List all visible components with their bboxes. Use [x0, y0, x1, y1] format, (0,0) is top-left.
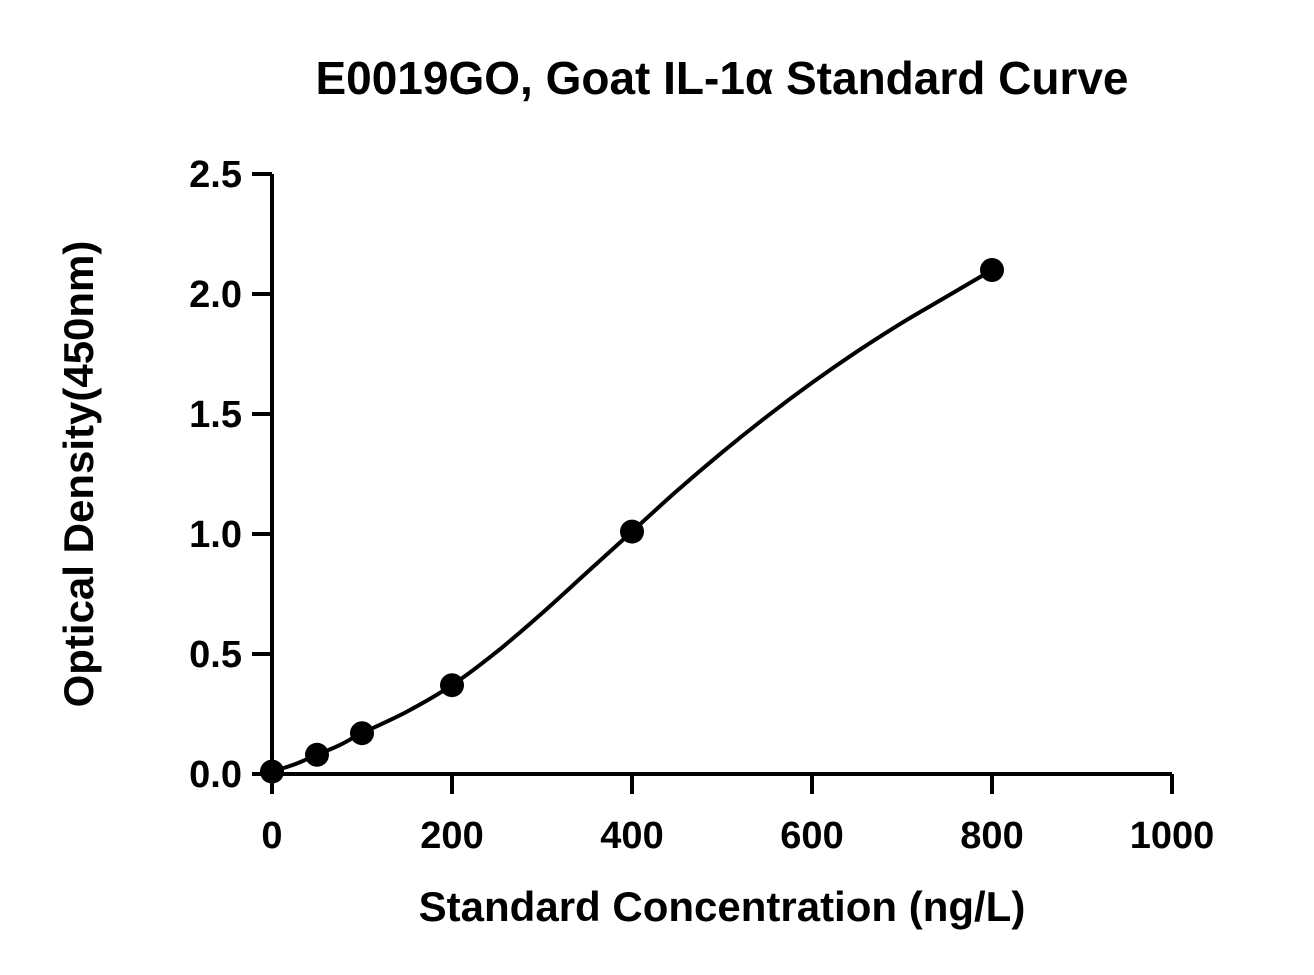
x-tick-label: 200 — [420, 815, 483, 857]
y-tick-label: 1.5 — [189, 394, 242, 436]
x-tick-label: 800 — [960, 815, 1023, 857]
y-tick-label: 0.0 — [189, 754, 242, 796]
x-tick-label: 400 — [600, 815, 663, 857]
y-axis-ticks: 0.0 0.5 1.0 1.5 2.0 2.5 — [189, 154, 272, 796]
data-point — [620, 519, 644, 544]
x-axis-label: Standard Concentration (ng/L) — [419, 883, 1026, 930]
data-point — [350, 721, 374, 746]
y-tick-label: 2.5 — [189, 154, 242, 196]
y-tick-label: 2.0 — [189, 274, 242, 316]
data-point — [980, 258, 1004, 282]
chart-title: E0019GO, Goat IL-1α Standard Curve — [315, 52, 1128, 104]
fit-curve-line — [271, 268, 994, 774]
data-series — [260, 258, 1004, 784]
axes — [270, 174, 1172, 776]
data-point — [440, 673, 464, 698]
x-tick-label: 600 — [780, 815, 843, 857]
y-tick-label: 0.5 — [189, 634, 242, 676]
data-point — [260, 759, 284, 784]
x-tick-label: 1000 — [1130, 815, 1215, 857]
y-tick-label: 1.0 — [189, 514, 242, 556]
x-axis-ticks: 0 200 400 600 800 1000 — [261, 774, 1214, 857]
data-point — [305, 742, 329, 767]
x-tick-label: 0 — [261, 815, 282, 857]
y-axis-label: Optical Density(450nm) — [55, 241, 102, 708]
